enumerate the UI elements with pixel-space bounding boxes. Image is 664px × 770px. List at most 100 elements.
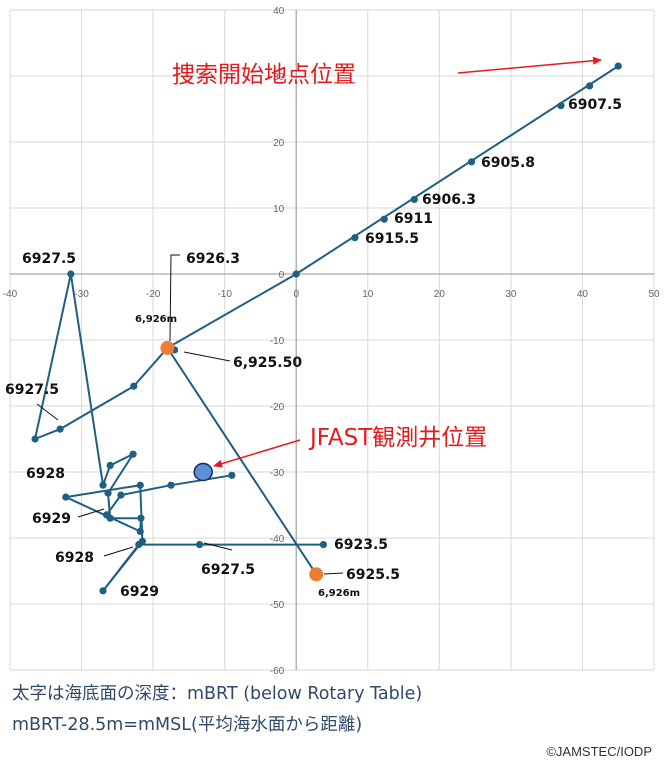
search-start-callout: 捜索開始地点位置 <box>172 62 356 88</box>
x-tick-label: 50 <box>648 289 660 300</box>
depth-label: 6905.8 <box>481 155 535 171</box>
track-points <box>31 62 622 595</box>
depth-label: 6915.5 <box>365 231 419 247</box>
well-position-arrow <box>213 439 301 468</box>
tick-labels: -40 -30 -20 -10 0 10 20 30 40 50 40 30 20 10 0 -10 -20 -3… <box>3 6 660 677</box>
credit: ©JAMSTEC/IODP <box>546 744 652 759</box>
track-point <box>117 491 125 499</box>
track-segment <box>166 347 318 575</box>
depth-label: 6,926m <box>318 588 360 599</box>
track-point <box>380 215 388 223</box>
track-point <box>31 435 39 443</box>
depth-label: 6911 <box>394 211 433 227</box>
depth-label: 6927.5 <box>5 382 59 398</box>
axes <box>10 10 654 670</box>
track-point <box>167 481 175 489</box>
depth-label: 6,926m <box>135 314 177 325</box>
x-tick-label: 30 <box>505 289 517 300</box>
depth-label: 6927.5 <box>201 562 255 578</box>
track-point <box>129 450 137 458</box>
depth-label: 6927.5 <box>22 251 76 267</box>
y-tick-label: -60 <box>270 666 285 677</box>
track-point <box>137 514 145 522</box>
track-point <box>130 382 138 390</box>
track-point <box>228 471 236 479</box>
depth-label: 6928 <box>55 550 94 566</box>
well-position-callout: JFAST観測井位置 <box>308 425 487 451</box>
track-segment <box>34 428 61 440</box>
track-point <box>196 541 204 549</box>
track-segment <box>133 347 169 387</box>
track-point <box>351 234 359 242</box>
x-tick-label: 0 <box>293 289 299 300</box>
depth-track-chart: -40 -30 -20 -10 0 10 20 30 40 50 40 30 20 10 0 -10 -20 -3… <box>3 6 660 677</box>
y-tick-label: -30 <box>270 468 285 479</box>
y-tick-label: -20 <box>270 402 285 413</box>
depth-label: 6923.5 <box>334 537 388 553</box>
x-tick-label: 10 <box>362 289 374 300</box>
search-start-arrow <box>457 56 602 74</box>
track-point <box>467 158 476 166</box>
y-tick-label: -50 <box>270 600 285 611</box>
y-tick-label: -10 <box>270 336 285 347</box>
track-segment <box>65 496 141 533</box>
track-point <box>99 587 107 595</box>
depth-label: 6,925.50 <box>233 355 302 371</box>
y-tick-label: 0 <box>279 270 285 281</box>
x-tick-label: 20 <box>434 289 446 300</box>
track-point <box>135 541 143 549</box>
track-point <box>136 527 144 536</box>
x-tick-label: -30 <box>74 289 89 300</box>
depth-label: 6929 <box>120 584 159 600</box>
highlight-point <box>160 340 175 355</box>
annotation-pointers <box>36 254 344 575</box>
y-tick-label: 10 <box>273 204 285 215</box>
track-point <box>99 481 107 489</box>
depth-label: 6929 <box>32 511 71 527</box>
track-point <box>136 481 144 489</box>
well-position-marker <box>193 462 213 482</box>
label-pointer <box>77 508 105 518</box>
track-point <box>586 82 594 90</box>
label-pointer <box>323 572 344 575</box>
x-tick-label: 40 <box>577 289 589 300</box>
y-tick-label: 40 <box>273 6 285 17</box>
track-point <box>557 102 565 110</box>
x-tick-label: -20 <box>146 289 161 300</box>
track-segment <box>166 273 297 349</box>
label-pointer <box>203 542 233 551</box>
label-pointer <box>36 403 59 421</box>
track-segment <box>105 494 122 516</box>
callouts: 捜索開始地点位置 JFAST観測井位置 <box>172 56 602 468</box>
y-tick-label: 20 <box>273 138 285 149</box>
track-segment <box>107 453 134 494</box>
track-segment <box>295 65 619 275</box>
depth-label: 6907.5 <box>568 97 622 113</box>
track-segment <box>120 484 172 497</box>
depth-label: 6925.5 <box>346 567 400 583</box>
track-segment <box>102 543 140 592</box>
track-segment <box>59 385 135 430</box>
y-tick-label: -40 <box>270 534 285 545</box>
track-lines <box>34 65 619 592</box>
x-tick-label: -10 <box>217 289 232 300</box>
track-point <box>56 425 64 433</box>
label-pointer <box>169 254 180 342</box>
track-point <box>62 493 70 501</box>
track-point <box>103 511 111 519</box>
y-tick-label: 30 <box>273 72 285 83</box>
track-point <box>67 270 75 278</box>
x-tick-label: -40 <box>3 289 18 300</box>
depth-label: 6926.3 <box>186 251 240 267</box>
depth-labels: 6907.5 6905.8 6906.3 6911 6915.5 6927.5 6926.3… <box>5 97 622 600</box>
caption-line-2: mBRT-28.5m=mMSL(平均海水面から距離) <box>12 715 363 735</box>
track-segment <box>69 273 105 486</box>
depth-label: 6928 <box>26 466 65 482</box>
grid <box>9 9 655 671</box>
track-point <box>106 461 114 469</box>
track-segment <box>34 273 72 440</box>
track-point <box>410 195 418 204</box>
track-segment <box>109 453 134 467</box>
depth-label: 6906.3 <box>422 192 476 208</box>
track-point <box>292 270 300 278</box>
